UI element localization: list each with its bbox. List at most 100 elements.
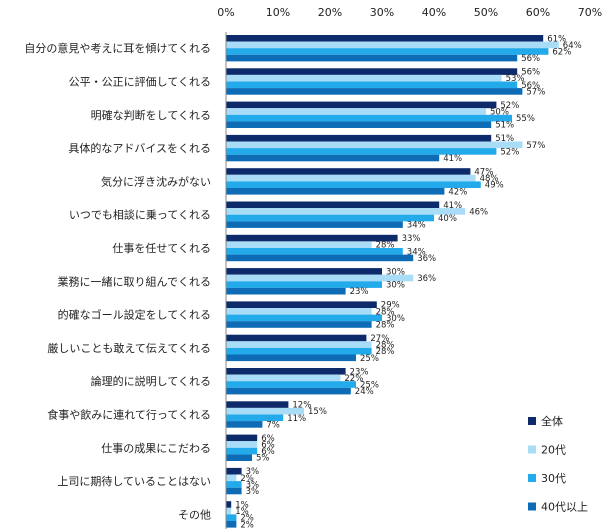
data-label: 57% (526, 87, 545, 97)
data-label: 1% (235, 507, 249, 517)
bar (226, 481, 242, 488)
category-label: 自分の意見や考えに耳を傾けてくれる (24, 41, 211, 55)
bar (226, 35, 544, 42)
x-tick-label: 40% (422, 6, 446, 19)
data-label: 25% (360, 354, 379, 364)
bar (226, 368, 346, 375)
bar (226, 241, 372, 248)
data-label: 40% (438, 214, 457, 224)
bar (226, 81, 518, 89)
bar (226, 521, 237, 528)
data-label: 56% (521, 54, 540, 64)
bar (226, 287, 346, 295)
data-label: 33% (402, 234, 421, 244)
data-label: 11% (287, 414, 306, 424)
bar (226, 221, 403, 228)
bar (226, 308, 372, 315)
bar (226, 347, 372, 355)
bar (226, 121, 492, 128)
bars (226, 35, 559, 528)
bar (226, 374, 341, 382)
data-label: 36% (417, 274, 436, 284)
data-label: 23% (350, 287, 369, 297)
legend-swatch (528, 502, 536, 511)
data-label: 30% (386, 281, 405, 291)
data-label: 62% (552, 48, 571, 58)
data-label: 41% (443, 201, 462, 211)
category-label: 仕事を任せてくれる (112, 242, 211, 255)
category-label: 明確な判断をしてくれる (91, 108, 211, 122)
bar (226, 467, 242, 475)
data-label: 27% (370, 334, 389, 344)
x-tick-label: 60% (526, 6, 550, 19)
data-label: 61% (547, 34, 566, 44)
data-label: 56% (521, 68, 540, 78)
data-label: 46% (469, 207, 488, 217)
data-label: 52% (500, 147, 519, 157)
category-label: 食事や飲みに連れて行ってくれる (47, 408, 211, 422)
x-tick-label: 0% (217, 6, 234, 19)
bar (226, 234, 398, 242)
bar (226, 274, 414, 282)
data-label: 49% (485, 181, 504, 191)
data-label: 7% (266, 420, 280, 430)
category-label: 論理的に説明してくれる (91, 374, 211, 388)
bar (226, 454, 252, 461)
data-label: 2% (240, 514, 254, 524)
category-label: 気分に浮き沈みがない (101, 174, 211, 188)
category-label: 具体的なアドバイスをくれる (68, 141, 211, 155)
bar (226, 214, 434, 222)
bar (226, 301, 377, 308)
category-label: いつでも相談に乗ってくれる (69, 208, 211, 222)
legend-swatch (528, 474, 536, 482)
category-label: 公平・公正に評価してくれる (69, 75, 211, 89)
data-label: 53% (506, 74, 525, 84)
x-tick-label: 70% (578, 6, 602, 19)
bar (226, 421, 263, 428)
data-label: 51% (495, 134, 514, 144)
legend-label: 30代 (541, 472, 566, 485)
legend-swatch (528, 417, 536, 425)
bar (226, 434, 258, 442)
bar (226, 148, 497, 155)
bar (226, 74, 502, 82)
bar (226, 387, 351, 395)
legend-label: 全体 (541, 414, 563, 428)
x-tick-label: 10% (266, 6, 290, 19)
data-label: 1% (235, 501, 249, 511)
data-label: 48% (480, 174, 499, 184)
data-label: 56% (521, 81, 540, 91)
bar (226, 41, 559, 49)
data-label: 30% (386, 267, 405, 277)
bar (226, 101, 497, 109)
category-label: 業務に一緒に取り組んでくれる (58, 274, 211, 288)
category-label: 的確なゴール設定をしてくれる (58, 308, 211, 322)
data-label: 28% (376, 241, 395, 251)
bar (226, 341, 372, 348)
bar (226, 407, 304, 415)
data-label: 42% (448, 187, 467, 197)
data-label: 28% (376, 341, 395, 351)
x-tick-label: 50% (474, 6, 498, 19)
data-label: 23% (350, 367, 369, 377)
data-label: 25% (360, 381, 379, 391)
bar (226, 108, 486, 115)
bar (226, 334, 367, 342)
data-label: 47% (474, 168, 493, 178)
bar (226, 181, 481, 188)
bar (226, 88, 523, 95)
x-tick-label: 20% (318, 6, 342, 19)
bar (226, 314, 382, 322)
bar (226, 381, 356, 388)
category-label: 上司に期待していることはない (57, 474, 211, 488)
bar (226, 201, 440, 209)
bar (226, 501, 232, 508)
data-label: 2% (240, 520, 254, 529)
data-label: 51% (495, 121, 514, 131)
data-label: 41% (443, 154, 462, 164)
data-label: 34% (407, 221, 426, 231)
bar (226, 507, 232, 515)
category-labels: 自分の意見や考えに耳を傾けてくれる公平・公正に評価してくれる明確な判断をしてくれ… (24, 41, 211, 521)
data-label: 28% (376, 347, 395, 357)
data-label: 55% (516, 114, 535, 124)
